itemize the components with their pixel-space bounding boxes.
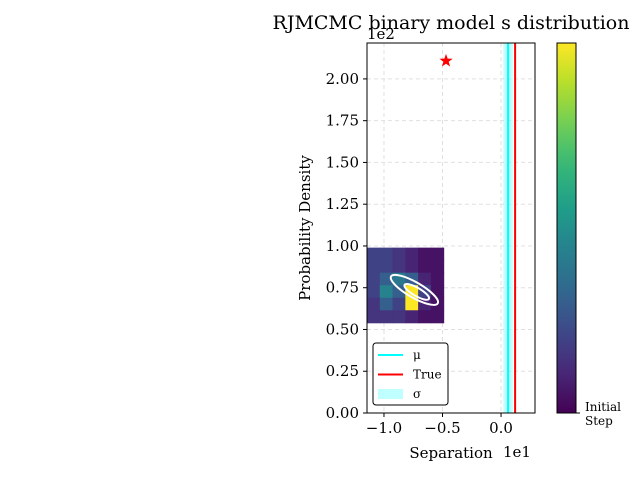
x-tick-label: 0.0 xyxy=(489,419,513,437)
x-offset-label: 1e1 xyxy=(503,443,531,461)
heatmap-cell xyxy=(379,272,394,286)
x-tick-label: −1.0 xyxy=(366,419,402,437)
heatmap-cell xyxy=(367,260,381,274)
star-marker xyxy=(439,53,453,67)
heatmap-cell xyxy=(405,310,419,324)
heatmap-cell xyxy=(430,310,445,324)
heatmap-cell xyxy=(418,260,432,274)
heatmap-cell xyxy=(392,285,406,299)
colorbar xyxy=(556,42,577,414)
heatmap-cell xyxy=(379,260,394,274)
y-tick-label: 1.00 xyxy=(326,237,359,255)
heatmap-cell xyxy=(430,247,445,261)
y-tick-label: 1.50 xyxy=(326,153,359,171)
heatmap-cell xyxy=(392,260,406,274)
x-tick-label: −0.5 xyxy=(424,419,460,437)
heatmap-cell xyxy=(418,247,432,261)
ellipse xyxy=(403,283,431,301)
heatmap-cell xyxy=(367,285,381,299)
heatmap-cell xyxy=(430,260,445,274)
legend-label: True xyxy=(413,368,442,382)
y-tick-label: 0.00 xyxy=(326,404,359,422)
heatmap-cell xyxy=(379,310,394,324)
y-tick-label: 2.00 xyxy=(326,70,359,88)
colorbar-tick-label: Initial Step xyxy=(585,400,621,428)
legend: μ True σ xyxy=(372,342,449,406)
legend-label: σ xyxy=(413,387,421,401)
heatmap-cell xyxy=(418,310,432,324)
y-axis-label: Probability Density xyxy=(296,155,314,301)
y-tick-label: 0.75 xyxy=(326,279,359,297)
heatmap-cell xyxy=(430,272,445,286)
heatmap-cell xyxy=(405,247,419,261)
y-tick-label: 1.75 xyxy=(326,112,359,130)
heatmap-cell xyxy=(430,285,445,299)
ellipse xyxy=(389,273,440,306)
heatmap-cell xyxy=(392,297,406,311)
heatmap-cell xyxy=(367,310,381,324)
heatmap-cell xyxy=(379,285,394,299)
heatmap-cell xyxy=(392,247,406,261)
y-tick-label: 0.25 xyxy=(326,362,359,380)
heatmap-cell xyxy=(392,310,406,324)
legend-label: μ xyxy=(413,348,421,362)
legend-box xyxy=(372,342,449,406)
heatmap-cell xyxy=(418,272,432,286)
heatmap-cell xyxy=(379,247,394,261)
x-axis-label: Separation xyxy=(409,444,493,462)
heatmap-cell xyxy=(405,297,419,311)
heatmap-cell xyxy=(367,297,381,311)
plot-frame xyxy=(366,42,536,414)
legend-patch xyxy=(378,389,403,399)
heatmap-cell xyxy=(405,260,419,274)
heatmap-cell xyxy=(367,247,381,261)
y-offset-label: 1e2 xyxy=(367,25,395,43)
y-tick-label: 0.50 xyxy=(326,320,359,338)
chart-title: RJMCMC binary model s distribution xyxy=(273,12,630,34)
y-tick-label: 1.25 xyxy=(326,195,359,213)
heatmap-cell xyxy=(379,297,394,311)
heatmap-cell xyxy=(367,272,381,286)
